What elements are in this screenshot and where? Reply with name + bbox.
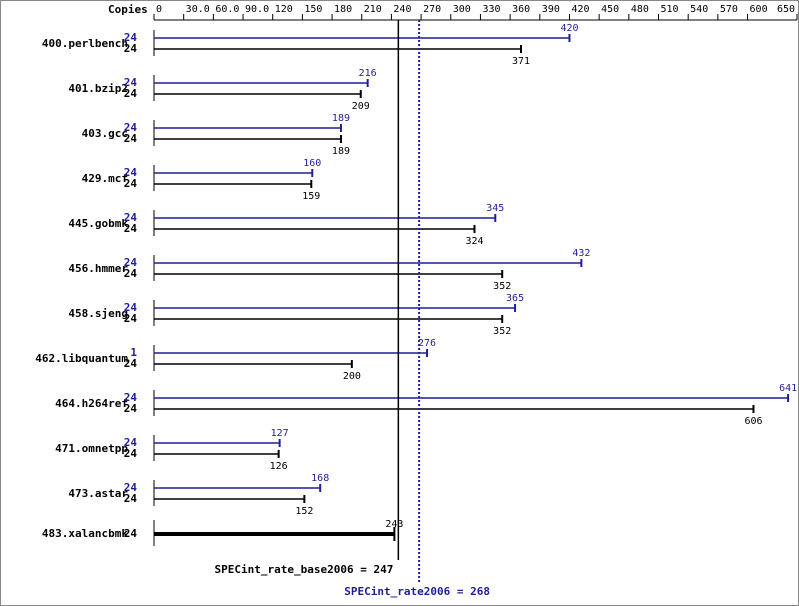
- value-label: 159: [302, 191, 320, 202]
- copies-label: 24: [124, 256, 138, 269]
- value-label: 127: [271, 428, 289, 439]
- value-label: 371: [512, 56, 530, 67]
- benchmark-name: 456.hmmer: [68, 262, 128, 275]
- copies-label: 24: [124, 222, 138, 235]
- value-label: 641: [779, 383, 797, 394]
- copies-label: 1: [130, 346, 137, 359]
- x-tick-label: 90.0: [245, 4, 269, 15]
- value-label: 352: [493, 326, 511, 337]
- copies-label: 24: [124, 267, 138, 280]
- benchmark-name: 401.bzip2: [68, 82, 128, 95]
- copies-label: 24: [124, 76, 138, 89]
- x-tick-label: 240: [393, 4, 411, 15]
- value-label: 160: [303, 158, 321, 169]
- x-tick-label: 330: [482, 4, 500, 15]
- copies-label: 24: [124, 177, 138, 190]
- reference-label: SPECint_rate_base2006 = 247: [215, 563, 394, 576]
- copies-label: 24: [124, 121, 138, 134]
- benchmark-name: 483.xalancbmk: [42, 527, 128, 540]
- reference-label: SPECint_rate2006 = 268: [344, 585, 490, 598]
- copies-label: 24: [124, 166, 138, 179]
- copies-label: 24: [124, 402, 138, 415]
- benchmark-name: 462.libquantum: [35, 352, 128, 365]
- x-tick-label: 30.0: [186, 4, 210, 15]
- value-label: 152: [295, 506, 313, 517]
- x-tick-label: 210: [364, 4, 382, 15]
- value-label: 432: [572, 248, 590, 259]
- copies-label: 24: [124, 211, 138, 224]
- value-label: 324: [465, 236, 483, 247]
- copies-label: 24: [124, 357, 138, 370]
- value-label: 200: [343, 371, 361, 382]
- value-label: 345: [486, 203, 504, 214]
- benchmark-name: 471.omnetpp: [55, 442, 128, 455]
- benchmark-name: 473.astar: [68, 487, 128, 500]
- benchmark-name: 458.sjeng: [68, 307, 128, 320]
- x-tick-label: 420: [571, 4, 589, 15]
- x-tick-label: 150: [304, 4, 322, 15]
- benchmark-name: 403.gcc: [82, 127, 128, 140]
- x-tick-label: 480: [631, 4, 649, 15]
- value-label: 352: [493, 281, 511, 292]
- x-tick-label: 270: [423, 4, 441, 15]
- value-label: 168: [311, 473, 329, 484]
- copies-label: 24: [124, 391, 138, 404]
- x-tick-label: 650: [777, 4, 795, 15]
- copies-label: 24: [124, 447, 138, 460]
- value-label: 209: [352, 101, 370, 112]
- value-label: 606: [744, 416, 762, 427]
- value-label: 126: [270, 461, 288, 472]
- x-tick-label: 360: [512, 4, 530, 15]
- copies-label: 24: [124, 492, 138, 505]
- x-tick-label: 60.0: [215, 4, 239, 15]
- value-label: 216: [359, 68, 377, 79]
- benchmark-name: 464.h264ref: [55, 397, 128, 410]
- x-tick-label: 0: [156, 4, 162, 15]
- value-label: 189: [332, 146, 350, 157]
- benchmark-name: 445.gobmk: [68, 217, 128, 230]
- value-label: 189: [332, 113, 350, 124]
- x-tick-label: 540: [690, 4, 708, 15]
- copies-label: 24: [124, 301, 138, 314]
- copies-label: 24: [124, 42, 138, 55]
- value-label: 420: [560, 23, 578, 34]
- x-tick-label: 300: [453, 4, 471, 15]
- x-tick-label: 390: [542, 4, 560, 15]
- value-label: 276: [418, 338, 436, 349]
- copies-header: Copies: [108, 3, 148, 16]
- copies-label: 24: [124, 312, 138, 325]
- x-tick-label: 570: [720, 4, 738, 15]
- copies-label: 24: [124, 527, 138, 540]
- x-tick-label: 180: [334, 4, 352, 15]
- x-tick-label: 600: [750, 4, 768, 15]
- copies-label: 24: [124, 436, 138, 449]
- x-tick-label: 120: [275, 4, 293, 15]
- benchmark-name: 400.perlbench: [42, 37, 128, 50]
- copies-label: 24: [124, 481, 138, 494]
- x-tick-label: 510: [661, 4, 679, 15]
- copies-label: 24: [124, 31, 138, 44]
- x-tick-label: 450: [601, 4, 619, 15]
- benchmark-name: 429.mcf: [82, 172, 128, 185]
- value-label: 243: [385, 519, 403, 530]
- value-label: 365: [506, 293, 524, 304]
- copies-label: 24: [124, 87, 138, 100]
- copies-label: 24: [124, 132, 138, 145]
